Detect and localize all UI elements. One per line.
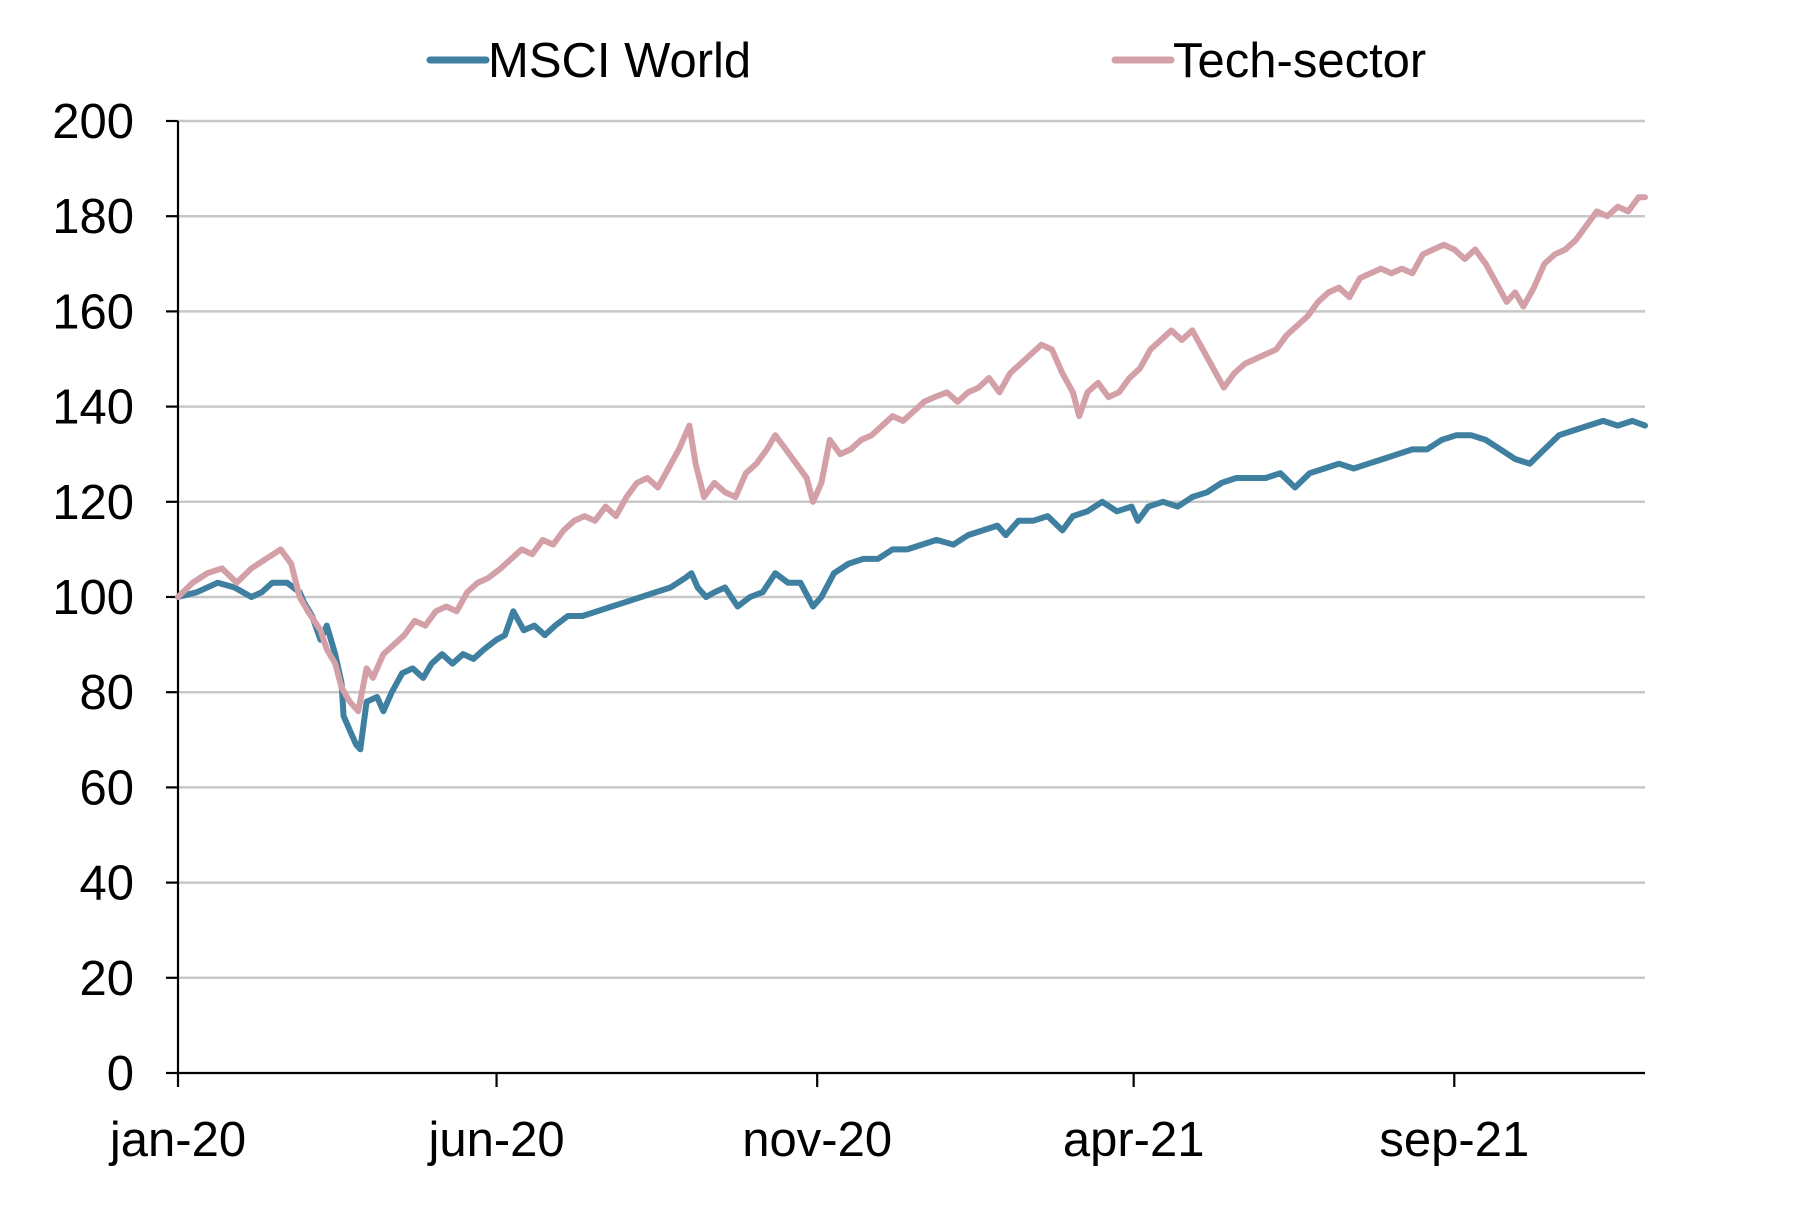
y-tick-label: 100 [52,571,134,625]
series-line-msci-world [175,417,1648,753]
series-line-tech-sector [175,194,1648,715]
x-tick-label: jun-20 [426,1113,564,1167]
y-tick-label: 120 [52,476,134,530]
series-lines [175,194,1648,753]
legend-label-tech-sector: Tech-sector [1173,34,1426,88]
y-tick-label: 160 [52,285,134,339]
y-tick-label: 200 [52,95,134,149]
x-axis-tick-labels: jan-20 jun-20 nov-20 apr-21 sep-21 [108,1113,1529,1167]
gridlines [178,119,1645,980]
y-tick-label: 60 [79,761,134,815]
legend-label-msci-world: MSCI World [488,34,751,88]
y-tick-label: 20 [79,952,134,1006]
y-tick-label: 140 [52,381,134,435]
x-tick-label: sep-21 [1379,1113,1529,1167]
axes [166,119,1645,1087]
legend: MSCI World Tech-sector [426,34,1426,88]
y-tick-label: 40 [79,857,134,911]
y-axis-tick-labels: 0 20 40 60 80 100 120 140 160 180 200 [52,95,134,1101]
y-tick-label: 180 [52,190,134,244]
y-tick-label: 0 [107,1047,134,1101]
x-tick-label: jan-20 [108,1113,246,1167]
x-tick-label: nov-20 [742,1113,892,1167]
x-tick-label: apr-21 [1063,1113,1205,1167]
y-tick-label: 80 [79,666,134,720]
